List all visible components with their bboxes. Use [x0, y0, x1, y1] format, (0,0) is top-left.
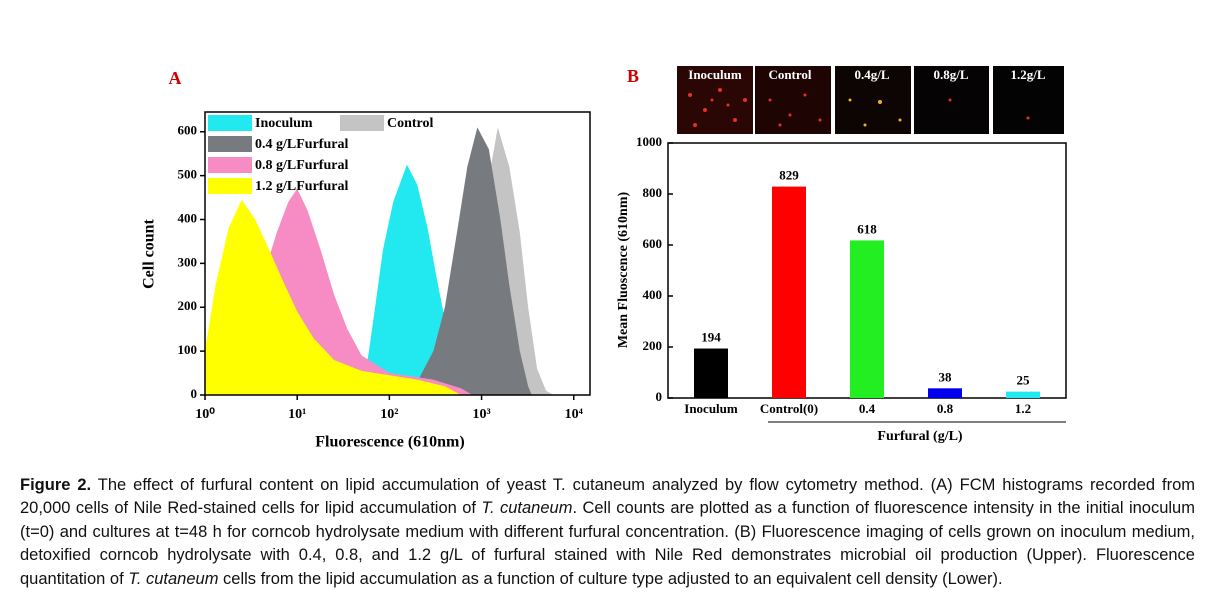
value-label: 618 [857, 221, 877, 236]
cells [688, 88, 1030, 127]
legend-swatch [340, 115, 384, 131]
legend-label: 1.2 g/LFurfural [255, 179, 348, 194]
bar [928, 388, 962, 398]
legend-swatch [208, 136, 252, 152]
area [405, 127, 532, 395]
image [755, 66, 831, 134]
x-tick-label: 10⁴ [565, 407, 584, 422]
x-tick-label: 10³ [472, 407, 490, 422]
x-axis-title: Fluorescence (610nm) [315, 434, 464, 451]
x-tick-label: 10⁰ [195, 407, 215, 422]
legend-label: 0.8 g/LFurfural [255, 158, 348, 173]
y-tick-label: 400 [178, 210, 198, 225]
x-axis-title: Furfural (g/L) [877, 429, 962, 444]
y-tick-label: 300 [178, 254, 198, 269]
image-label: Inoculum [688, 67, 742, 82]
x-tick-label: 10¹ [288, 407, 306, 422]
y-tick-label: 0 [656, 389, 663, 404]
plot-frame [204, 111, 591, 396]
micrographs [677, 66, 1064, 134]
y-tick-label: 200 [178, 298, 198, 313]
value-label: 38 [939, 369, 953, 384]
image [835, 66, 911, 134]
caption-text: . Cell counts are plotted as a function … [20, 499, 1195, 588]
y-tick-label: 0 [191, 386, 198, 401]
legend-swatch [208, 178, 252, 194]
bar [694, 348, 728, 398]
legend-label: Inoculum [255, 116, 313, 131]
caption-italic: T. cutaneum [128, 569, 219, 588]
image-label: 1.2g/L [1010, 67, 1045, 82]
panel-label: B [627, 66, 639, 86]
legend-label: 0.4 g/LFurfural [255, 137, 348, 152]
y-tick-label: 500 [178, 167, 198, 182]
value-label: 194 [701, 330, 721, 345]
caption-text: The effect of furfural content on lipid … [20, 476, 1196, 518]
figure: A B Inoculum Control 0.4g/L 0.8g/L 1.2g/… [141, 66, 1067, 451]
image-label: 0.4g/L [854, 67, 889, 82]
y-tick-label: 600 [178, 123, 198, 138]
y-tick-label: 800 [643, 185, 663, 200]
value-label: 25 [1017, 373, 1031, 388]
caption-text: cells from the lipid accumulation as a f… [218, 569, 1003, 588]
x-tick-label: 1.2 [1015, 401, 1031, 416]
bar [850, 240, 884, 398]
image [993, 66, 1064, 134]
image-label: Control [768, 67, 811, 82]
value-label: 829 [779, 168, 799, 183]
x-tick-label: 0.8 [937, 401, 954, 416]
caption-label: Figure 2. [20, 476, 92, 494]
caption: Figure 2. The effect of furfural content… [20, 474, 1195, 591]
x-tick-label: Inoculum [684, 401, 738, 416]
y-tick-label: 200 [643, 338, 663, 353]
y-tick-label: 1000 [636, 134, 662, 149]
x-tick-label: Control(0) [760, 401, 818, 416]
area [205, 199, 462, 395]
bar [772, 186, 806, 398]
y-tick-label: 600 [643, 236, 663, 251]
caption-italic: T. cutaneum [481, 499, 573, 518]
legend-swatch [208, 157, 252, 173]
y-axis-title: Cell count [141, 218, 158, 288]
y-tick-label: 100 [178, 342, 198, 357]
bar [1006, 391, 1040, 398]
panel-label: A [169, 68, 182, 88]
legend-label: Control [387, 116, 434, 131]
x-tick-label: 0.4 [859, 401, 876, 416]
x-tick-label: 10² [380, 407, 398, 422]
image [677, 66, 753, 134]
y-axis-title: Mean Fluoscence (610nm) [616, 192, 631, 349]
image-label: 0.8g/L [933, 67, 968, 82]
y-tick-label: 400 [643, 287, 663, 302]
legend-swatch [208, 115, 252, 131]
